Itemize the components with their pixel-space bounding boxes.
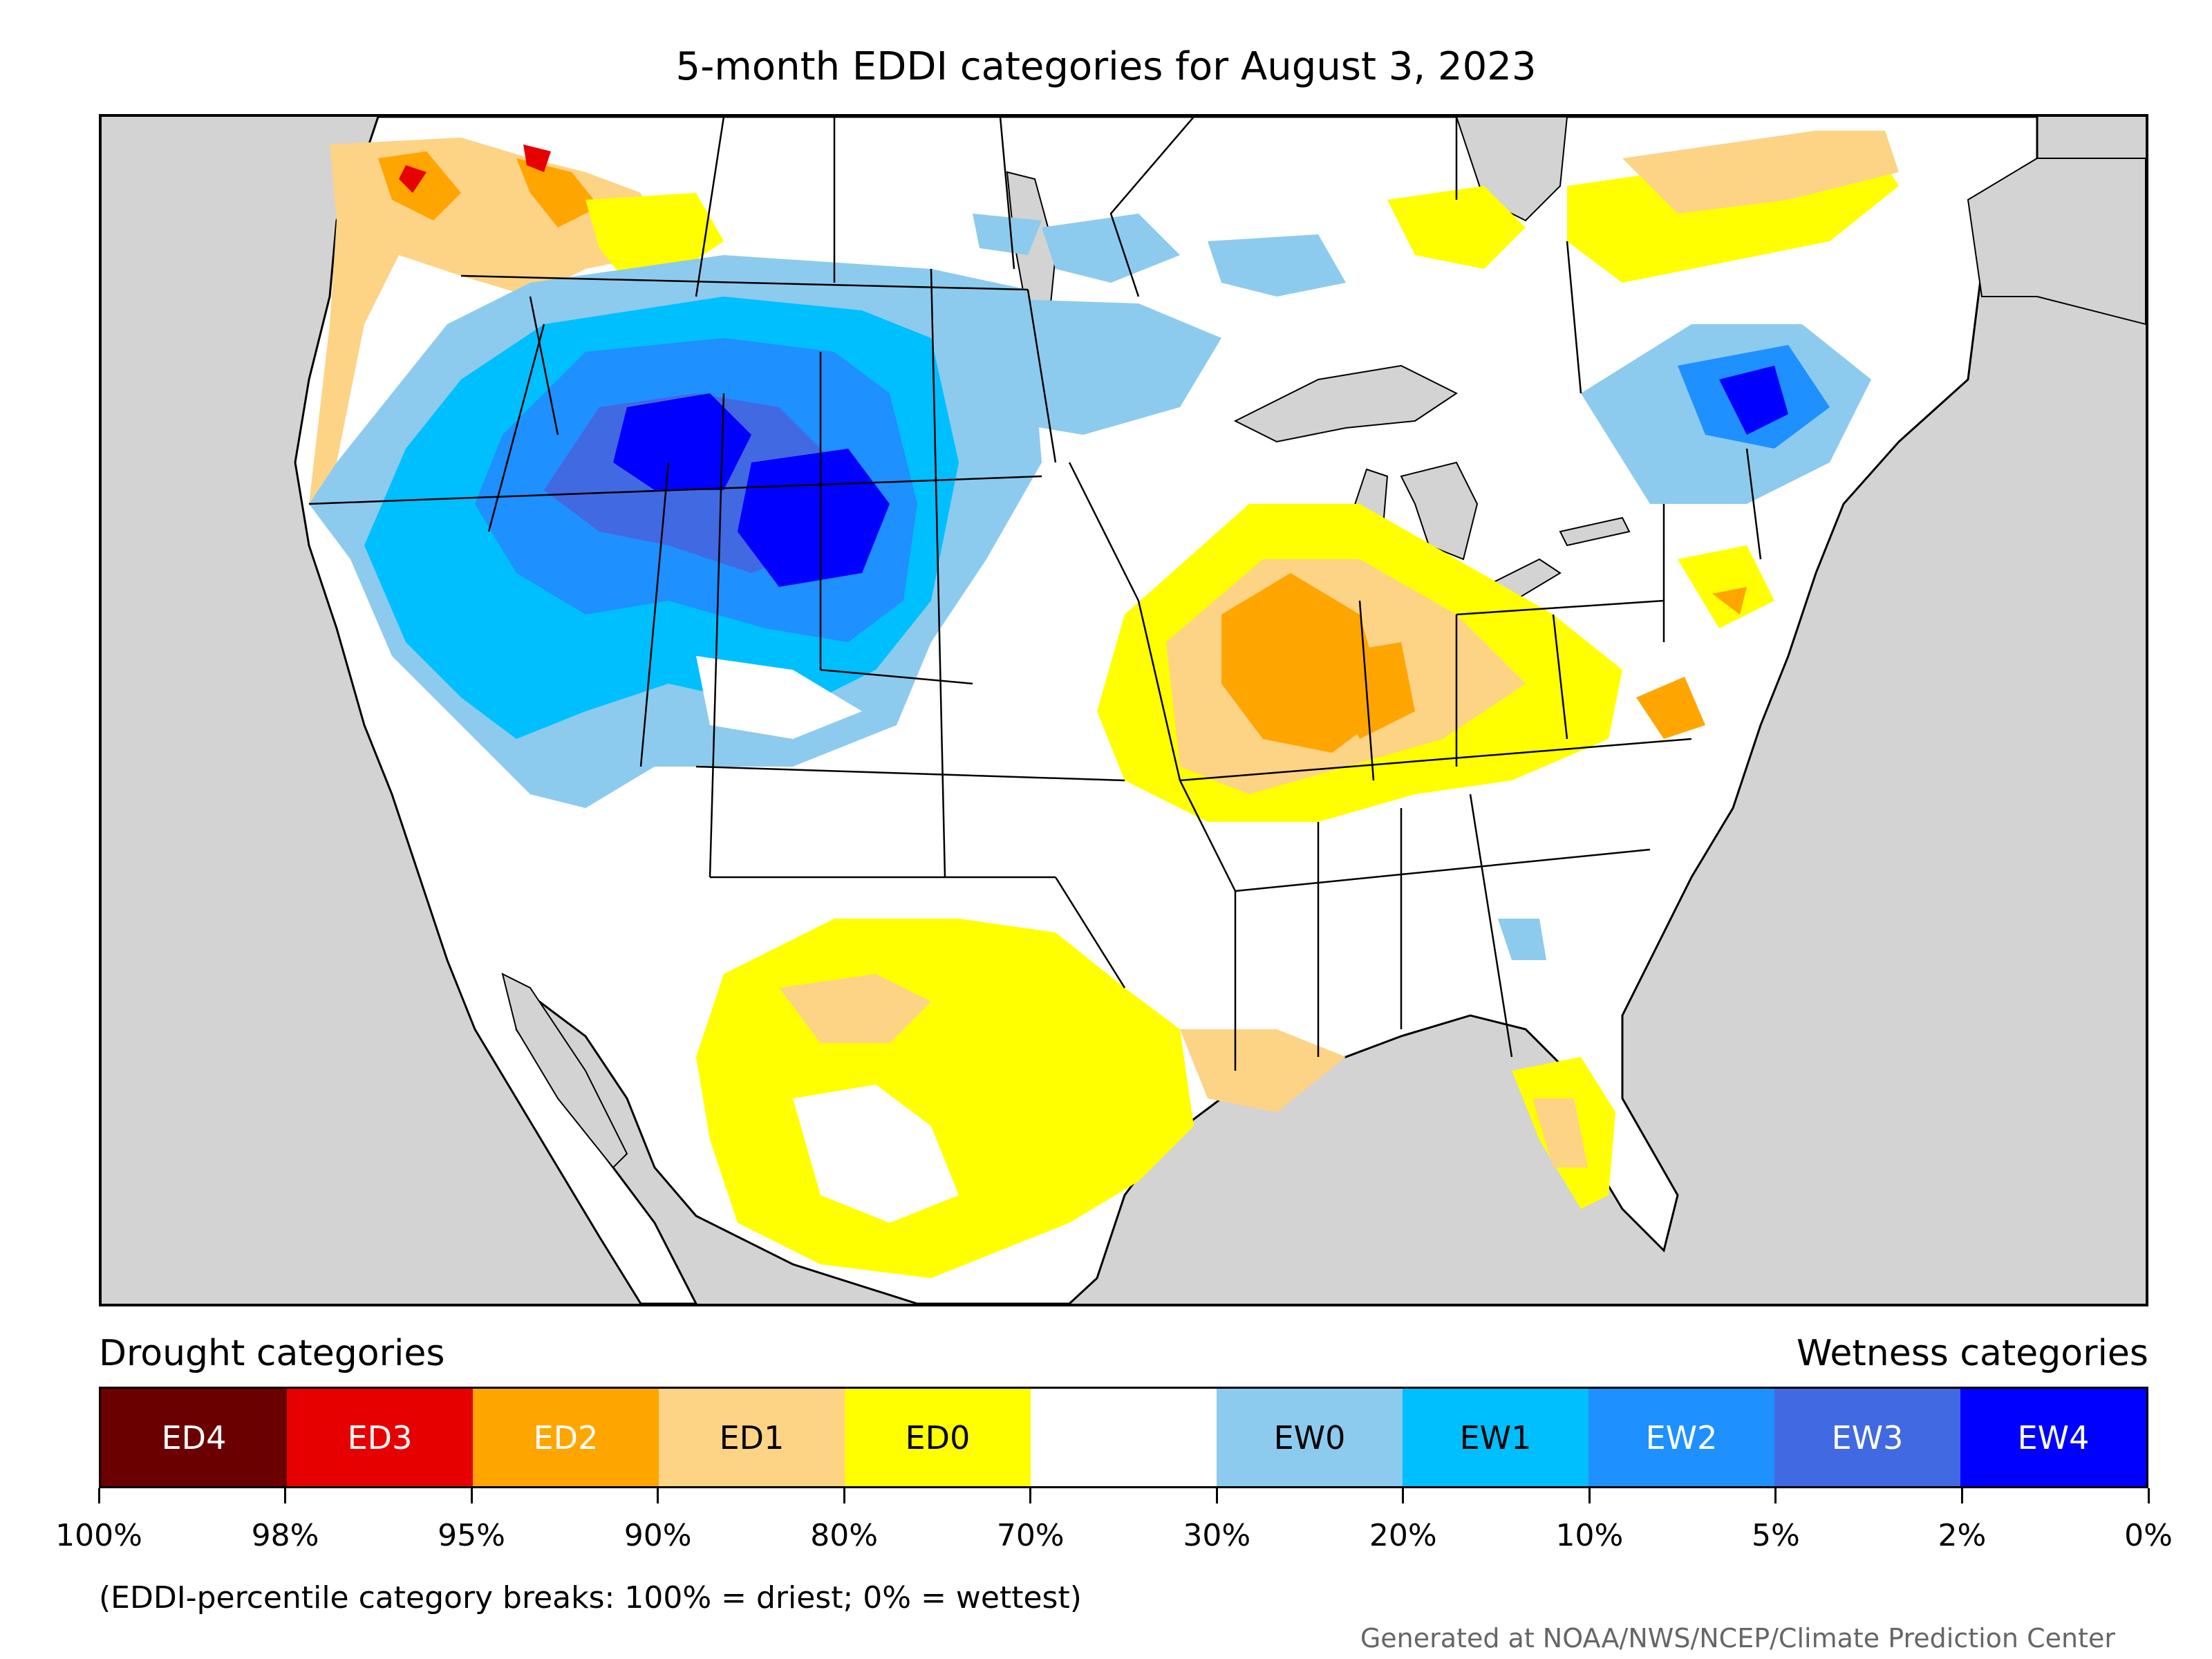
colorbar-tick-label: 98% <box>251 1518 319 1553</box>
colorbar-tick-label: 30% <box>1183 1518 1251 1553</box>
colorbar-segment-ed3: ED3 <box>287 1389 473 1486</box>
category-colorbar: ED4 ED3 ED2 ED1 ED0 EW0 EW1 EW2 EW3 EW4 <box>99 1387 2148 1488</box>
colorbar-tick-label: 10% <box>1555 1518 1624 1553</box>
colorbar-tick <box>1588 1488 1591 1503</box>
map-title: 5-month EDDI categories for August 3, 20… <box>675 44 1537 89</box>
colorbar-tick-label: 2% <box>1938 1518 1987 1553</box>
gulf-of-st-lawrence <box>1967 158 2146 326</box>
colorbar-tick <box>284 1488 287 1503</box>
colorbar-segment-ew2: EW2 <box>1588 1389 1774 1486</box>
colorbar-tick-label: 90% <box>624 1518 692 1553</box>
wetness-heading: Wetness categories <box>1797 1333 2148 1374</box>
credit-line: Generated at NOAA/NWS/NCEP/Climate Predi… <box>1360 1623 2115 1653</box>
colorbar-segment-ed0: ED0 <box>845 1389 1031 1486</box>
lake-huron <box>1400 461 1479 561</box>
colorbar-tick <box>1774 1488 1777 1503</box>
colorbar-tick-label: 20% <box>1369 1518 1437 1553</box>
colorbar-segment-ed4: ED4 <box>101 1389 287 1486</box>
colorbar-tick <box>657 1488 659 1503</box>
colorbar-tick <box>1215 1488 1218 1503</box>
colorbar-tick-label: 5% <box>1752 1518 1800 1553</box>
lake-superior <box>1233 364 1458 443</box>
colorbar-tick-label: 0% <box>2124 1518 2173 1553</box>
colorbar-segment-ew0: EW0 <box>1217 1389 1403 1486</box>
drought-heading: Drought categories <box>99 1333 445 1374</box>
colorbar-segment-ed1: ED1 <box>659 1389 845 1486</box>
eddi-map <box>102 117 2146 1304</box>
footnote: (EDDI-percentile category breaks: 100% =… <box>99 1580 1082 1615</box>
political-boundaries <box>308 117 1762 1071</box>
colorbar-tick <box>843 1488 845 1503</box>
colorbar-tick <box>2147 1488 2150 1503</box>
colorbar-segment-ed2: ED2 <box>473 1389 659 1486</box>
colorbar-segment-ew3: EW3 <box>1774 1389 1960 1486</box>
lake-ontario <box>1559 516 1631 547</box>
colorbar-tick-label: 100% <box>55 1518 142 1553</box>
colorbar-tick-label: 80% <box>810 1518 879 1553</box>
colorbar-tick <box>470 1488 473 1503</box>
gulf-of-california <box>501 973 628 1169</box>
colorbar-tick <box>1029 1488 1032 1503</box>
colorbar-tick-label: 95% <box>438 1518 505 1553</box>
map-panel <box>99 114 2148 1306</box>
colorbar-tick-label: 70% <box>996 1518 1065 1553</box>
colorbar-segment-ew4: EW4 <box>1960 1389 2146 1486</box>
eddi-shading <box>309 131 1899 1278</box>
colorbar-segment-ew1: EW1 <box>1403 1389 1588 1486</box>
colorbar-tick <box>1960 1488 1963 1503</box>
colorbar-tick <box>1402 1488 1405 1503</box>
colorbar-segment-neutral <box>1031 1389 1217 1486</box>
colorbar-tick <box>97 1488 100 1503</box>
